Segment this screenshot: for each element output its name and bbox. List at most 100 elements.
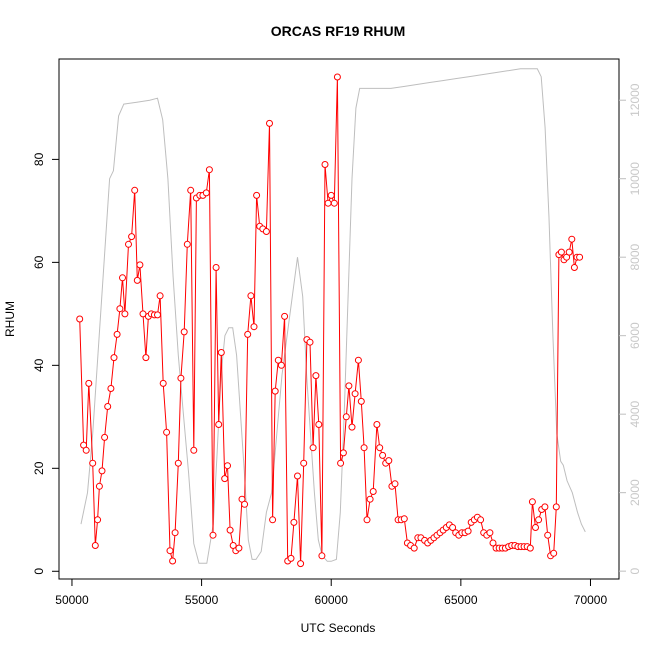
rhum-point [281,312,289,320]
rhum-point [357,397,365,405]
rhum-point [449,524,457,531]
rhum-point [464,527,472,535]
rhum-point [351,390,359,398]
rhum-point [339,449,347,457]
y-tick-label: 80 [32,152,46,166]
altitude-tick-label: 12000 [628,83,642,117]
rhum-point [318,552,326,560]
altitude-series [80,68,586,564]
rhum-point [235,544,243,552]
rhum-point [212,264,220,271]
x-tick-label: 70000 [574,593,608,607]
plot-frame [58,58,620,580]
rhum-point [345,382,353,390]
rhum-point [354,356,362,364]
x-axis-label: UTC Seconds [301,621,376,635]
rhum-point [385,457,393,465]
rhum-point [217,349,225,356]
rhum-point [379,451,387,459]
rhum-point [410,544,418,552]
x-axis: 50000 55000 60000 65000 70000 [55,579,607,607]
x-tick-label: 65000 [444,593,478,607]
rhum-point [166,547,174,555]
rhum-point [205,166,213,174]
rhum-point [190,446,198,454]
rhum-point [557,248,565,256]
rhum-point [342,413,350,421]
rhum-point [532,524,539,531]
rhum-point [116,305,124,313]
y-axis-label: RHUM [3,301,17,337]
rhum-point [209,531,217,539]
altitude-line [80,68,586,564]
altitude-tick-label: 0 [628,567,642,574]
rhum-point [373,421,381,428]
rhum-point [309,444,317,452]
rhum-point [544,531,552,539]
rhum-point [187,186,195,194]
rhum-point [333,73,341,81]
rhum-point [121,310,129,318]
rhum-point [107,385,115,392]
rhum-point [315,421,323,428]
rhum-point [169,557,177,565]
rhum-point [489,539,497,547]
rhum-point [183,240,191,248]
rhum-point [300,459,308,467]
rhum-point [552,503,560,511]
rhum-point [550,549,558,557]
rhum-point [159,379,167,387]
altitude-axis: 0 2000 4000 6000 8000 10000 12000 [619,83,642,574]
rhum-point [321,161,329,168]
rhum-point [119,274,126,282]
rhum-point [224,462,231,470]
rhum-point [400,515,408,523]
rhum-point [274,356,282,364]
rhum-point [290,518,298,526]
rhum-point [363,516,371,524]
y-tick-label: 60 [32,255,46,269]
rhum-point [94,516,102,524]
rhum-point [98,467,106,475]
rhum-point [202,189,210,197]
rhum-point [131,186,139,194]
rhum-point [477,516,485,524]
rhum-point [337,459,345,467]
rhum-point [89,459,97,467]
rhum-point [76,315,84,323]
rhum-point [297,560,305,568]
rhum-point [526,544,534,552]
rhum-point [271,387,279,395]
rhum-point [104,403,112,410]
rhum-point [247,292,255,300]
rhum-point [221,475,229,483]
rhum-point [241,500,249,508]
altitude-tick-label: 8000 [628,244,642,271]
rhum-point [136,261,144,269]
rhum-point [391,480,399,488]
rhum-point [125,240,132,248]
rhum-point [568,235,576,243]
rhum-point [82,446,90,454]
rhum-point [180,328,188,336]
rhum-point [306,338,314,346]
rhum-point [348,423,356,431]
rhum-point [327,191,335,199]
rhum-point [528,498,536,506]
rhum-point [163,428,171,436]
rhum-point [128,233,136,241]
rhum-point [262,228,270,235]
rhum-point [253,191,261,199]
x-tick-label: 60000 [315,593,349,607]
rhum-point [110,354,118,362]
rhum-point [541,503,549,511]
rhum-point [312,372,320,380]
rhum-point [576,253,584,261]
rhum-point [565,248,573,256]
rhum-point [171,529,179,537]
rhum-point [91,542,99,549]
rhum-point [294,472,301,480]
rhum-point [369,488,377,495]
rhum-point [266,119,273,127]
